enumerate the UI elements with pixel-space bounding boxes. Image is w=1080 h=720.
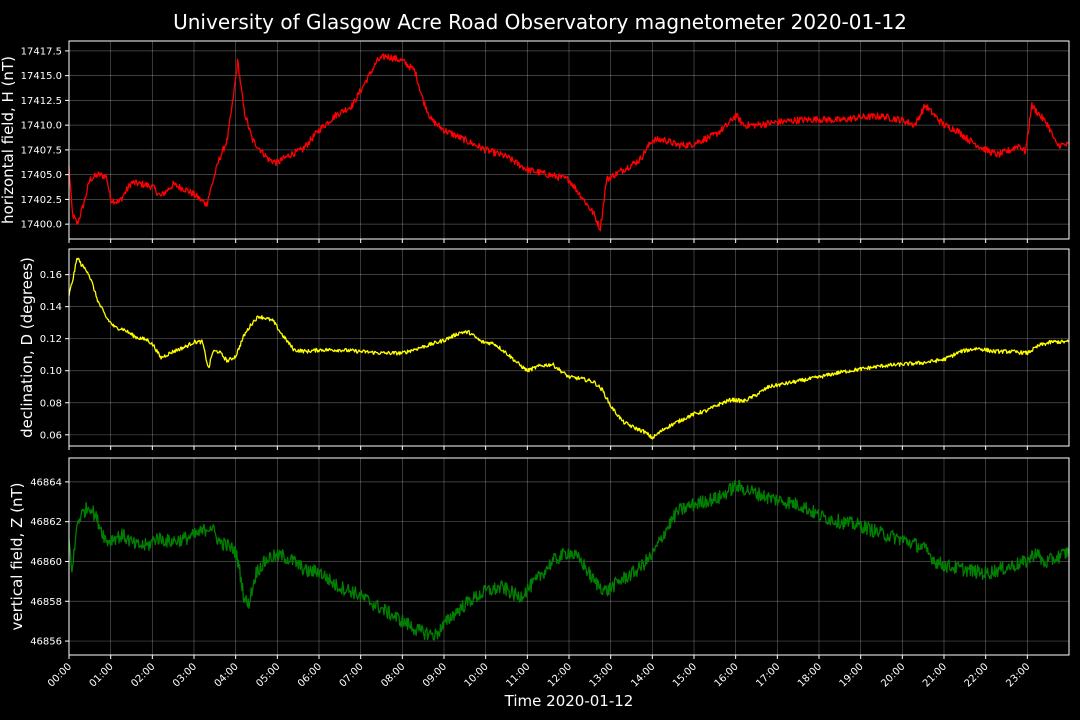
x-tick-label: 01:00	[88, 661, 116, 689]
y-tick-label: 46864	[30, 477, 62, 488]
panel-2: 0.06 0.08 0.10 0.12 0.14 0.16 declination, D (…	[18, 248, 1070, 450]
x-tick-label: 05:00	[254, 661, 282, 689]
series-line	[68, 257, 1070, 440]
panel-3: 46856 46858 46860 46862 46864 vertical field,…	[8, 457, 1070, 659]
y-tick-label: 17407.5	[21, 145, 62, 156]
x-axis-label: Time 2020-01-12	[504, 692, 634, 710]
y-tick-label: 17410.0	[21, 121, 62, 132]
x-tick-label: 21:00	[921, 661, 949, 689]
y-tick-label: 17412.5	[21, 96, 62, 107]
y-tick-label: 0.08	[40, 398, 62, 409]
y-tick-label: 46856	[30, 637, 62, 648]
y-tick-label: 0.16	[40, 270, 62, 281]
y-tick-label: 17405.0	[21, 170, 62, 181]
x-tick-label: 16:00	[713, 661, 741, 689]
y-tick-label: 17400.0	[21, 220, 62, 231]
series-line	[68, 479, 1070, 641]
x-tick-label: 10:00	[463, 661, 491, 689]
y-axis-label: declination, D (degrees)	[18, 257, 36, 438]
x-tick-label: 20:00	[879, 661, 907, 689]
x-tick-label: 17:00	[754, 661, 782, 689]
x-tick-label: 22:00	[963, 661, 991, 689]
y-tick-label: 46862	[30, 517, 62, 528]
y-tick-label: 46860	[30, 557, 62, 568]
y-tick-label: 46858	[30, 597, 62, 608]
y-tick-label: 0.12	[40, 334, 62, 345]
x-tick-label: 04:00	[213, 661, 241, 689]
y-tick-label: 0.14	[40, 302, 62, 313]
y-tick-label: 17415.0	[21, 71, 62, 82]
y-tick-label: 17417.5	[21, 46, 62, 57]
x-tick-label: 03:00	[171, 661, 199, 689]
x-tick-label: 18:00	[796, 661, 824, 689]
panel-1: 17400.0 17402.5 17405.0 17407.5 17410.0 17412…	[0, 40, 1070, 243]
series-line	[68, 53, 1070, 232]
x-tick-label: 19:00	[838, 661, 866, 689]
x-tick-label: 15:00	[671, 661, 699, 689]
x-tick-label: 11:00	[504, 661, 532, 689]
x-tick-label: 23:00	[1004, 661, 1032, 689]
chart-title: University of Glasgow Acre Road Observat…	[173, 10, 907, 34]
x-tick-label: 02:00	[129, 661, 157, 689]
x-tick-label: 06:00	[296, 661, 324, 689]
y-axis-label: vertical field, Z (nT)	[8, 482, 26, 630]
y-tick-label: 17402.5	[21, 195, 62, 206]
x-tick-label: 07:00	[338, 661, 366, 689]
x-tick-label: 13:00	[588, 661, 616, 689]
x-tick-label: 09:00	[421, 661, 449, 689]
grid	[68, 41, 1069, 239]
x-tick-label: 12:00	[546, 661, 574, 689]
x-tick-label: 00:00	[46, 661, 74, 689]
x-tick-label: 14:00	[629, 661, 657, 689]
y-tick-label: 0.10	[40, 366, 62, 377]
x-tick-labels: 00:00 01:00 02:00 03:00 04:00 05:00 06:00 07:00…	[46, 661, 1032, 689]
y-axis-label: horizontal field, H (nT)	[0, 56, 17, 224]
chart-panels: 17400.0 17402.5 17405.0 17407.5 17410.0 17412…	[0, 40, 1070, 690]
grid	[68, 249, 1069, 446]
y-tick-label: 0.06	[40, 430, 62, 441]
x-tick-label: 08:00	[379, 661, 407, 689]
